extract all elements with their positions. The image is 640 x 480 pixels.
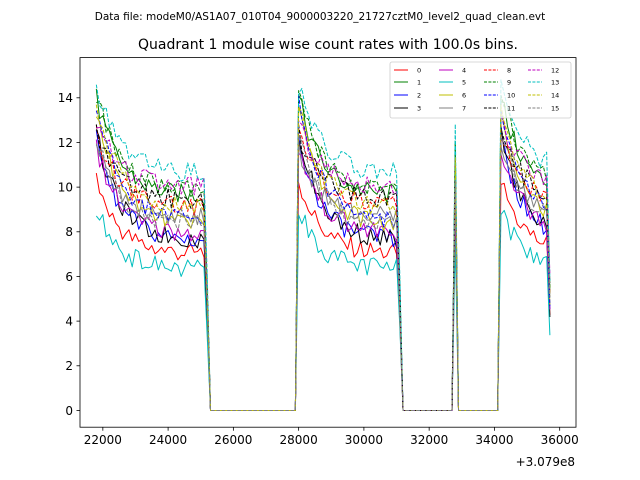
legend-label-8: 8: [507, 66, 511, 74]
legend-label-3: 3: [417, 104, 421, 112]
y-tick-label: 12: [58, 136, 73, 150]
y-tick-label: 10: [58, 180, 73, 194]
x-tick-label: 22000: [84, 433, 122, 447]
legend-label-2: 2: [417, 91, 421, 99]
plot-frame: [79, 57, 577, 428]
y-tick-label: 14: [58, 91, 73, 105]
legend-label-15: 15: [551, 104, 559, 112]
y-tick-label: 0: [65, 404, 73, 418]
y-tick-label: 4: [65, 314, 73, 328]
legend-label-0: 0: [417, 66, 421, 74]
legend-label-12: 12: [551, 66, 559, 74]
legend-label-1: 1: [417, 78, 421, 86]
legend-label-9: 9: [507, 78, 511, 86]
data-file-caption: Data file: modeM0/AS1A07_010T04_90000032…: [95, 11, 546, 23]
legend-label-13: 13: [551, 78, 559, 86]
series-layer: [95, 79, 551, 411]
x-axis: 22000 24000 26000 28000 30000 32000 34000 36000: [84, 427, 579, 447]
legend-label-5: 5: [462, 78, 466, 86]
x-tick-label: 32000: [410, 433, 448, 447]
y-tick-label: 2: [65, 359, 73, 373]
y-axis: 0 2 4 6 8 10 12 14: [58, 91, 80, 418]
chart-title: Quadrant 1 module wise count rates with …: [138, 37, 518, 53]
legend-frame: [389, 61, 572, 119]
x-tick-label: 26000: [214, 433, 252, 447]
legend-label-14: 14: [551, 91, 559, 99]
x-tick-label: 28000: [280, 433, 318, 447]
x-tick-label: 24000: [149, 433, 187, 447]
series-line-15: [95, 136, 551, 411]
y-tick-label: 6: [65, 270, 73, 284]
series-line-13: [95, 79, 551, 411]
x-offset-label: +3.079e8: [516, 455, 575, 469]
x-tick-label: 30000: [345, 433, 383, 447]
legend-label-4: 4: [462, 66, 466, 74]
legend-label-6: 6: [462, 91, 466, 99]
legend-label-10: 10: [507, 91, 515, 99]
series-line-10: [95, 94, 551, 411]
plot-area: [80, 57, 576, 428]
legend-label-7: 7: [462, 104, 466, 112]
y-tick-label: 8: [65, 225, 73, 239]
x-tick-label: 34000: [475, 433, 513, 447]
x-tick-label: 36000: [541, 433, 579, 447]
legend-label-11: 11: [507, 104, 515, 112]
